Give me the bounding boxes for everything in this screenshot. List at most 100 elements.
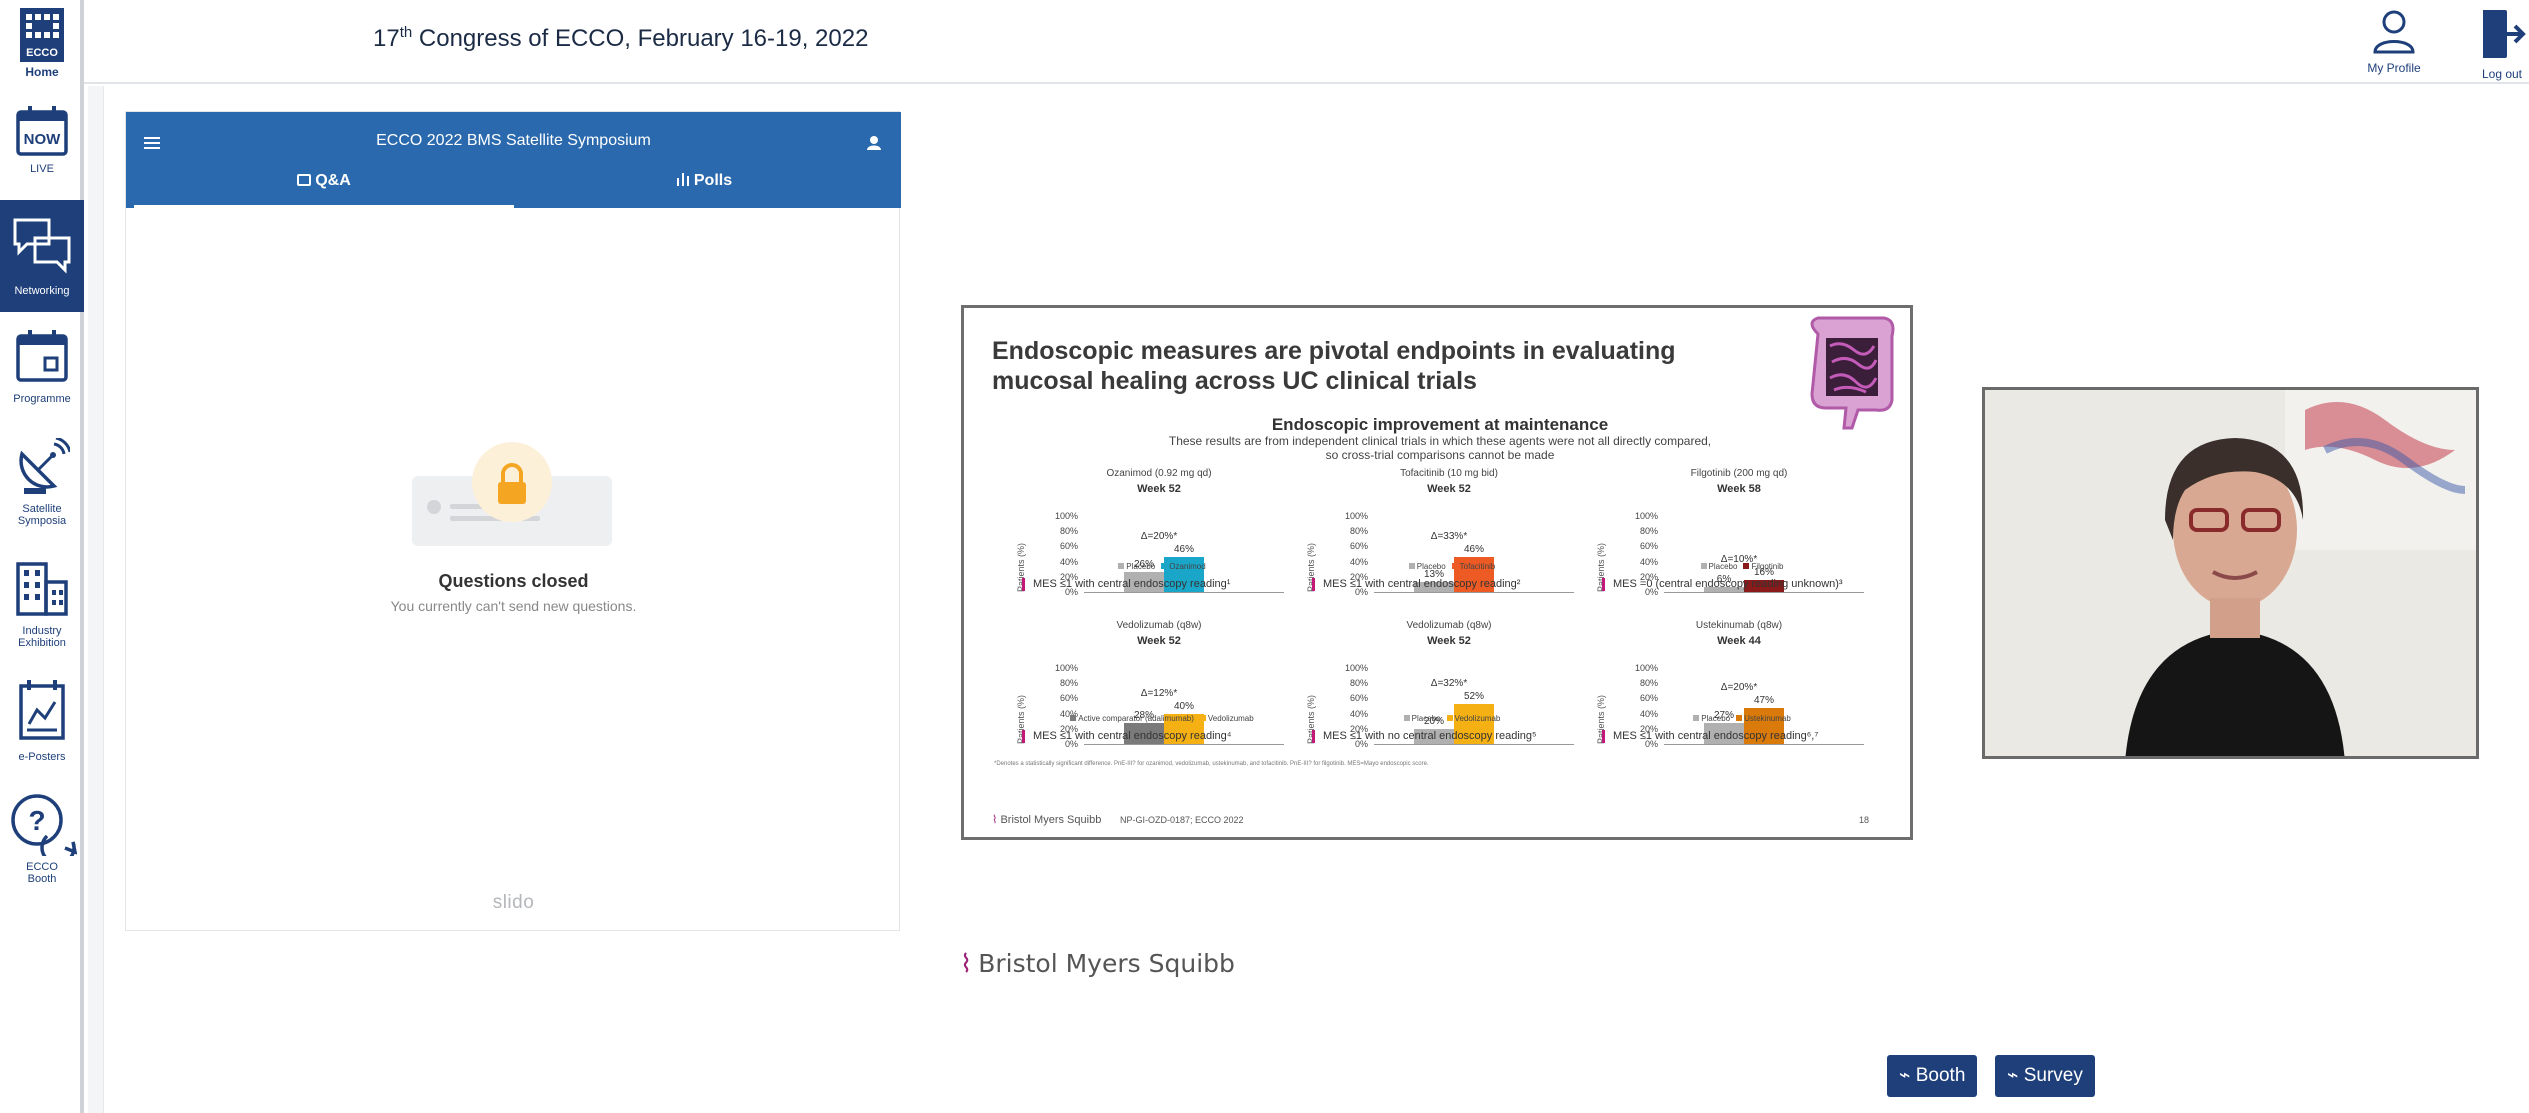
chart-y-tick: 40%	[1059, 556, 1078, 567]
my-profile-button[interactable]: My Profile	[2354, 8, 2434, 75]
chart-drug-label: Ustekinumab (q8w)	[1695, 620, 1783, 631]
chart-bar-value: 13%	[1423, 569, 1444, 581]
sidebar-item-e-posters[interactable]: e-Posters	[0, 680, 84, 772]
sidebar-item-ecco-booth[interactable]: ? ECCO Booth	[0, 790, 84, 894]
chart-y-tick: 0%	[1064, 587, 1078, 597]
poll-bars-icon	[676, 173, 689, 186]
chart-panel: Ustekinumab (q8w) Week 44 Patients (%) 100%…	[1594, 620, 1884, 758]
svg-text:?: ?	[28, 805, 45, 836]
chart-bar-value: 6%	[1716, 574, 1732, 586]
chart-x-axis	[1084, 592, 1284, 593]
chart-week-label: Week 52	[1137, 483, 1181, 495]
chart-y-tick: 80%	[1059, 678, 1078, 689]
legend-label: Active comparator (adalimumab)	[1078, 714, 1194, 723]
chart-y-tick: 80%	[1349, 526, 1368, 537]
chart-bar-value: 52%	[1463, 691, 1484, 703]
slide-footer-code: NP-GI-OZD-0187; ECCO 2022	[1120, 815, 1244, 825]
booth-button[interactable]: ⌁ Booth	[1887, 1055, 1978, 1097]
top-bar: 17th Congress of ECCO, February 16-19, 2…	[84, 0, 2529, 84]
user-icon[interactable]	[861, 130, 887, 156]
speaker-video	[1982, 387, 2479, 759]
chart-bar-value: 26%	[1133, 559, 1154, 571]
legend-swatch	[1070, 715, 1077, 721]
sidebar-item-label: ECCO Booth	[26, 861, 58, 885]
chart-y-tick: 60%	[1639, 693, 1658, 704]
chart-y-tick: 100%	[1344, 511, 1368, 521]
survey-button[interactable]: ⌁ Survey	[1995, 1055, 2095, 1097]
chart-y-tick: 40%	[1639, 556, 1658, 567]
sidebar-item-networking[interactable]: Networking	[0, 200, 84, 312]
logout-icon	[2483, 10, 2526, 58]
legend-swatch	[1700, 563, 1707, 569]
slide-page-number: 18	[1859, 815, 1870, 825]
chart-bar	[1704, 723, 1744, 744]
chart-y-tick: 0%	[1064, 739, 1078, 749]
chart-week-label: Week 44	[1717, 635, 1761, 647]
chart-y-tick: 20%	[1059, 571, 1078, 582]
chart-y-tick: 20%	[1639, 723, 1658, 734]
pulse-icon: ⌁	[2007, 1065, 2019, 1086]
slido-panel: ECCO 2022 BMS Satellite Symposium Q&A Po…	[125, 111, 901, 931]
chart-delta-label: Δ=32%*	[1430, 678, 1468, 690]
sidebar-item-industry-exhibition[interactable]: Industry Exhibition	[0, 560, 84, 668]
pulse-icon: ⌁	[1899, 1065, 1911, 1086]
chart-y-tick: 20%	[1349, 571, 1368, 582]
chart-y-tick: 40%	[1349, 708, 1368, 719]
qa-icon	[297, 174, 312, 186]
questions-closed-illustration	[412, 442, 612, 546]
chart-legend: Placebo Filgotinib	[1594, 562, 1884, 571]
chart-bar-value: 46%	[1173, 544, 1194, 556]
chart-y-tick: 100%	[1054, 511, 1078, 521]
chart-mes-note: MES ≤1 with central endoscopy reading⁴	[1022, 730, 1302, 743]
legend-label: Ozanimod	[1169, 562, 1206, 571]
legend-swatch	[1736, 715, 1743, 721]
legend-swatch	[1743, 563, 1750, 569]
slide-footer-brand: ⌇ Bristol Myers Squibb	[992, 814, 1102, 826]
sidebar-item-label: Networking	[14, 285, 70, 297]
chart-bar	[1744, 708, 1784, 744]
ecco-logo-icon: ECCO	[20, 8, 64, 62]
sidebar-item-live[interactable]: NOW LIVE	[0, 98, 84, 190]
chart-y-tick: 100%	[1634, 663, 1658, 673]
chart-bar	[1124, 572, 1164, 592]
chart-mes-note: MES ≤1 with central endoscopy reading⁶,⁷	[1602, 730, 1882, 743]
hamburger-menu-icon[interactable]	[140, 130, 166, 156]
legend-swatch	[1199, 715, 1206, 721]
legend-swatch	[1408, 563, 1415, 569]
home-logo[interactable]: ECCO Home	[8, 6, 76, 82]
chart-y-tick: 0%	[1644, 739, 1658, 749]
bms-logo: ⌇ Bristol Myers Squibb	[960, 949, 1235, 978]
chart-bar	[1164, 557, 1204, 592]
legend-swatch	[1446, 715, 1453, 721]
buildings-icon	[16, 562, 68, 616]
tab-polls[interactable]: Polls	[514, 172, 894, 208]
sidebar-item-label: Industry Exhibition	[18, 625, 66, 649]
chart-panel: Vedolizumab (q8w) Week 52 Patients (%) 100%…	[1304, 620, 1594, 758]
chart-bar-value: 16%	[1753, 566, 1774, 578]
chart-bar-value: 20%	[1423, 715, 1444, 727]
help-bubble-icon: ?	[11, 794, 78, 866]
chart-x-axis	[1664, 592, 1864, 593]
log-out-button[interactable]: Log out	[2462, 8, 2529, 81]
chart-bar	[1414, 728, 1454, 744]
now-calendar-icon: NOW	[16, 106, 68, 156]
chart-y-tick: 0%	[1354, 739, 1368, 749]
legend-label: Placebo	[1411, 714, 1441, 723]
svg-text:NOW: NOW	[24, 131, 62, 148]
chart-y-tick: 60%	[1059, 693, 1078, 704]
chart-bar-value: 47%	[1753, 695, 1774, 707]
chart-legend: Placebo Vedolizumab	[1304, 714, 1594, 723]
chart-legend: Placebo Ozanimod	[1014, 562, 1304, 571]
legend-label: Filgotinib	[1751, 562, 1784, 571]
chart-delta-label: Δ=20%*	[1140, 531, 1178, 543]
tab-qa[interactable]: Q&A	[134, 172, 514, 208]
legend-label: Placebo	[1126, 562, 1156, 571]
chart-panel: Vedolizumab (q8w) Week 52 Patients (%) 100%…	[1014, 620, 1304, 758]
chart-x-axis	[1374, 744, 1574, 745]
chart-delta-label: Δ=33%*	[1430, 531, 1468, 543]
sidebar-item-satellite-symposia[interactable]: Satellite Symposia	[0, 436, 84, 542]
chart-y-tick: 20%	[1349, 723, 1368, 734]
chart-bar	[1124, 722, 1164, 744]
chart-panel: Ozanimod (0.92 mg qd) Week 52 Patients (%)…	[1014, 468, 1304, 606]
sidebar-item-programme[interactable]: Programme	[0, 328, 84, 420]
